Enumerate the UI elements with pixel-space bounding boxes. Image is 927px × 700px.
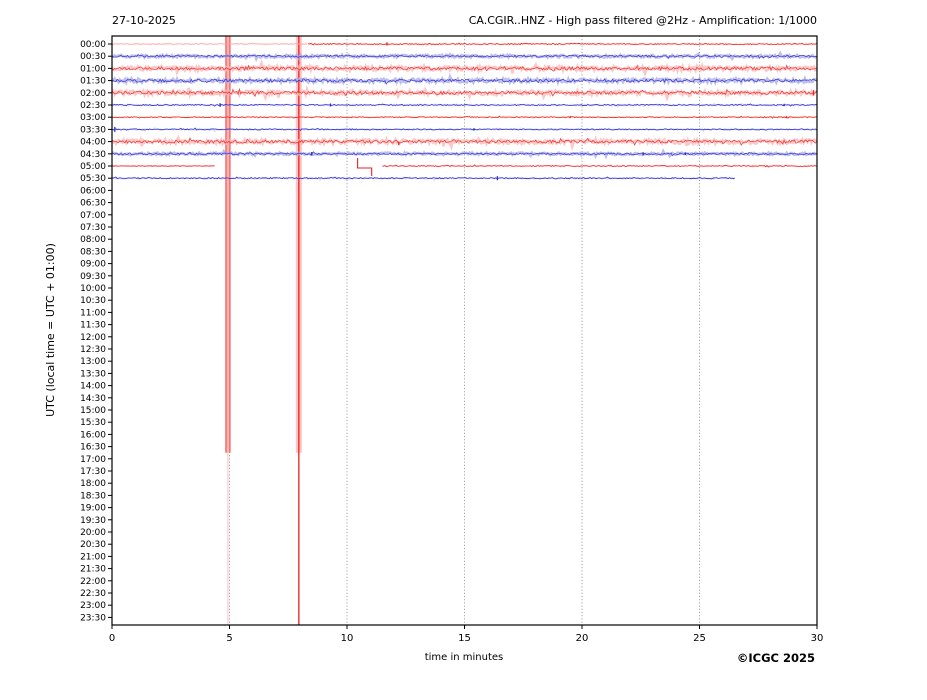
trace-03:00: [111, 115, 817, 119]
x-tick-label-25: 25: [693, 633, 706, 644]
trace-00:00-pale: [111, 42, 308, 45]
trace-05:00: [111, 165, 215, 167]
y-tick-label-06:00: 06:00: [80, 186, 106, 196]
spike-5min-tail: [227, 36, 229, 625]
y-tick-label-02:30: 02:30: [80, 101, 106, 111]
trace-03:30: [111, 127, 817, 131]
y-tick-label-10:30: 10:30: [80, 296, 106, 306]
y-tick-label-01:30: 01:30: [80, 77, 106, 87]
y-tick-label-04:30: 04:30: [80, 150, 106, 160]
y-tick-label-16:00: 16:00: [80, 430, 106, 440]
y-tick-label-22:00: 22:00: [80, 577, 106, 587]
x-tick-label-5: 5: [226, 633, 232, 644]
trace-04:00: [111, 137, 817, 146]
trace-pulse-05:00: [357, 158, 373, 176]
y-tick-label-05:00: 05:00: [80, 162, 106, 172]
y-tick-label-12:00: 12:00: [80, 333, 106, 343]
trace-05:00: [382, 164, 817, 168]
y-tick-label-19:30: 19:30: [80, 516, 106, 526]
y-tick-label-15:00: 15:00: [80, 406, 106, 416]
y-tick-label-10:00: 10:00: [80, 284, 106, 294]
x-tick-label-30: 30: [811, 633, 824, 644]
y-tick-label-06:30: 06:30: [80, 199, 106, 209]
date-title: 27-10-2025: [112, 14, 176, 27]
y-tick-label-00:00: 00:00: [80, 40, 106, 50]
y-axis-label: UTC (local time = UTC + 01:00): [44, 243, 57, 417]
trace-05:30: [111, 176, 735, 180]
trace-02:00-halo: [111, 84, 817, 102]
axis-layer: 00:00 00:30 01:00 01:30 02:00 02:30 03:00 03:30…: [80, 35, 824, 644]
y-tick-label-03:30: 03:30: [80, 125, 106, 135]
y-tick-label-08:00: 08:00: [80, 235, 106, 245]
y-tick-label-22:30: 22:30: [80, 589, 106, 599]
x-tick-label-0: 0: [109, 633, 115, 644]
x-tick-label-20: 20: [576, 633, 589, 644]
y-tick-label-09:00: 09:00: [80, 260, 106, 270]
trace-01:30: [111, 78, 817, 85]
y-tick-label-17:00: 17:00: [80, 455, 106, 465]
trace-02:30: [111, 103, 817, 107]
station-title: CA.CGIR..HNZ - High pass filtered @2Hz -…: [469, 14, 817, 27]
y-tick-label-11:00: 11:00: [80, 308, 106, 318]
y-tick-label-01:00: 01:00: [80, 64, 106, 74]
y-tick-label-15:30: 15:30: [80, 418, 106, 428]
trace-00:30: [111, 54, 817, 60]
trace-layer: [110, 41, 818, 182]
spike-5min-left-edge: [225, 36, 227, 453]
spike-8min-line: [298, 36, 300, 625]
y-tick-label-00:30: 00:30: [80, 52, 106, 62]
y-tick-label-07:30: 07:30: [80, 223, 106, 233]
y-tick-label-07:00: 07:00: [80, 211, 106, 221]
trace-02:00: [111, 87, 817, 98]
x-tick-label-15: 15: [458, 633, 471, 644]
x-tick-label-10: 10: [341, 633, 354, 644]
y-tick-label-21:00: 21:00: [80, 552, 106, 562]
y-tick-label-13:00: 13:00: [80, 357, 106, 367]
y-tick-label-03:00: 03:00: [80, 113, 106, 123]
y-tick-label-02:00: 02:00: [80, 89, 106, 99]
y-tick-label-11:30: 11:30: [80, 321, 106, 331]
y-tick-label-12:30: 12:30: [80, 345, 106, 355]
y-tick-label-17:30: 17:30: [80, 467, 106, 477]
y-tick-label-18:00: 18:00: [80, 479, 106, 489]
y-tick-label-20:00: 20:00: [80, 528, 106, 538]
y-tick-label-04:00: 04:00: [80, 138, 106, 148]
y-tick-label-23:30: 23:30: [80, 613, 106, 623]
y-tick-label-09:30: 09:30: [80, 272, 106, 282]
credit-footer: ©ICGC 2025: [737, 651, 815, 665]
y-tick-label-14:30: 14:30: [80, 394, 106, 404]
x-axis-label: time in minutes: [425, 652, 504, 663]
y-tick-label-14:00: 14:00: [80, 382, 106, 392]
y-tick-label-16:30: 16:30: [80, 443, 106, 453]
y-tick-label-20:30: 20:30: [80, 540, 106, 550]
y-tick-label-08:30: 08:30: [80, 247, 106, 257]
spike-5min-right-edge: [229, 36, 231, 453]
trace-01:00-halo: [110, 58, 817, 77]
trace-01:00: [111, 64, 817, 72]
event-layer: [225, 36, 302, 625]
trace-04:30: [111, 151, 817, 157]
trace-00:00: [308, 42, 817, 46]
y-tick-label-23:00: 23:00: [80, 601, 106, 611]
y-tick-label-18:30: 18:30: [80, 491, 106, 501]
y-tick-label-13:30: 13:30: [80, 369, 106, 379]
y-tick-label-21:30: 21:30: [80, 565, 106, 575]
y-tick-label-05:30: 05:30: [80, 174, 106, 184]
y-tick-label-19:00: 19:00: [80, 504, 106, 514]
